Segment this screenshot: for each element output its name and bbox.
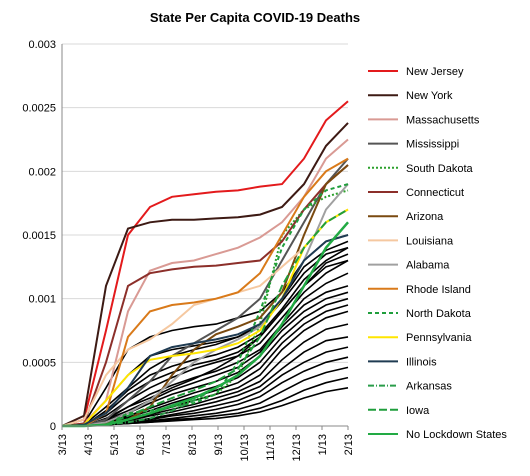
y-tick-label: 0.003 [28, 39, 56, 51]
y-tick-label: 0.002 [28, 166, 56, 178]
legend-entry: Massachusetts [406, 114, 480, 126]
legend-entry: North Dakota [406, 308, 472, 320]
y-tick-label: 0.0005 [22, 357, 56, 369]
y-tick-label: 0 [50, 421, 56, 433]
x-tick-label: 11/13 [265, 434, 277, 461]
x-tick-label: 8/13 [187, 434, 199, 455]
x-tick-label: 7/13 [161, 434, 173, 455]
legend-entry: New Jersey [406, 66, 464, 78]
legend-entry: Iowa [406, 405, 430, 417]
legend: New Jersey New York Massachusetts Mississip… [368, 66, 507, 441]
other-state-line [62, 291, 349, 427]
series-line [61, 234, 349, 427]
x-tick-label: 5/13 [109, 434, 121, 455]
x-tick-label: 10/13 [239, 434, 251, 462]
gridlines [62, 43, 348, 363]
series-line [62, 157, 349, 427]
series-line [61, 208, 349, 427]
axes [61, 44, 349, 430]
series-line [61, 122, 349, 427]
chart-title: State Per Capita COVID-19 Deaths [150, 10, 360, 25]
legend-entry: Connecticut [406, 187, 464, 199]
x-tick-label: 2/13 [343, 434, 355, 455]
x-tick-label: 1/13 [317, 434, 329, 455]
legend-entry: Arkansas [406, 381, 452, 393]
x-tick-label: 6/13 [135, 434, 147, 455]
x-tick-label: 4/13 [83, 434, 95, 455]
y-tick-label: 0.0015 [22, 230, 56, 242]
legend-entry: Mississippi [406, 139, 459, 151]
legend-entry: South Dakota [406, 163, 474, 175]
legend-entry: Illinois [406, 356, 437, 368]
x-tick-labels: 3/13 4/13 5/13 6/13 7/13 8/13 9/13 10/13 11/13 12… [57, 434, 355, 462]
legend-entry: New York [406, 90, 453, 102]
legend-entry: Alabama [406, 260, 450, 272]
y-tick-label: 0.001 [28, 294, 56, 306]
y-tick-labels: 0 0.0005 0.001 0.0015 0.002 0.0025 0.003 [22, 39, 56, 433]
series-line [61, 100, 349, 427]
other-state-line [62, 336, 349, 427]
y-tick-label: 0.0025 [22, 103, 56, 115]
series-line [62, 221, 349, 428]
legend-entry: Rhode Island [406, 284, 471, 296]
series-line [62, 183, 349, 427]
x-tick-label: 12/13 [291, 434, 303, 462]
x-tick-label: 3/13 [57, 434, 69, 455]
plot-lines [61, 100, 349, 428]
other-state-line [61, 259, 349, 427]
x-tick-label: 9/13 [213, 434, 225, 455]
legend-entry: No Lockdown States [406, 429, 507, 441]
series-line [62, 157, 349, 427]
legend-entry: Louisiana [406, 235, 454, 247]
series-line [61, 208, 349, 427]
legend-entry: Pennsylvania [406, 332, 472, 344]
legend-entry: Arizona [406, 211, 444, 223]
series-line [61, 138, 349, 427]
other-state-line [62, 247, 349, 427]
